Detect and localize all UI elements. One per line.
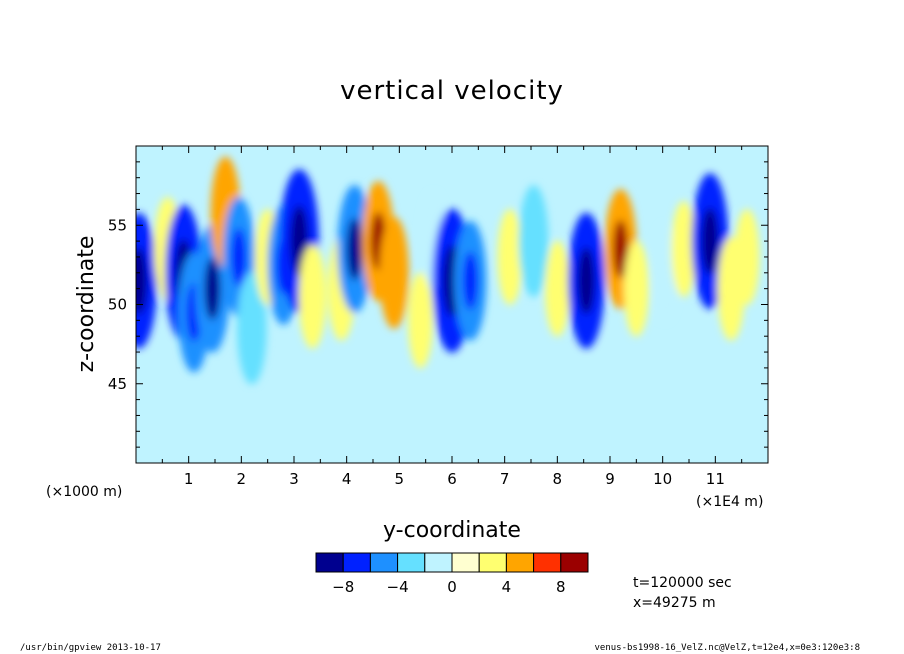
footer-right: venus-bs1998-16_VelZ.nc@VelZ,t=12e4,x=0e… [594,643,860,653]
colorbar-swatch [369,552,399,573]
x-axis-title: y-coordinate [383,518,521,543]
field-cell [497,208,523,305]
x-unit-right: (×1E4 m) [696,494,763,510]
colorbar-swatch [560,552,589,573]
field-cell-core [462,251,478,310]
y-tick-label: 55 [108,216,127,234]
x-tick-label: 3 [289,470,299,488]
colorbar-swatch [315,552,344,573]
field-cell [408,272,433,369]
field-cell [544,240,570,337]
colorbar-label: −4 [387,578,409,596]
colorbar-label: 8 [556,578,566,596]
y-tick-label: 50 [108,296,127,314]
colorbar-swatch [533,552,562,573]
chart-title: vertical velocity [340,76,564,106]
field-cell [237,272,267,385]
colorbar-swatch [342,552,371,573]
colorbar-swatch [451,552,480,573]
x-tick-label: 11 [706,470,725,488]
colorbar-label: 4 [502,578,512,596]
x-tick-label: 5 [395,470,405,488]
colorbar-swatch [397,552,426,573]
x-tick-label: 9 [605,470,615,488]
y-axis-title: z-coordinate [74,236,99,373]
field-cell [379,216,409,329]
position-info: x=49275 m [633,595,716,611]
x-tick-label: 7 [500,470,510,488]
field-cell-core [204,257,221,320]
x-tick-label: 2 [237,470,247,488]
x-unit-left: (×1000 m) [46,484,122,500]
field-cell-core [136,247,148,315]
field-cell [518,185,549,298]
x-tick-label: 6 [447,470,457,488]
time-info: t=120000 sec [633,575,732,591]
y-tick-label: 45 [108,375,127,393]
footer-left: /usr/bin/gpview 2013-10-17 [20,643,161,653]
field-cell-core [701,207,719,275]
colorbar-swatch [424,552,453,573]
x-tick-label: 1 [184,470,194,488]
field-cell-core [613,220,629,279]
colorbar-label: −8 [332,578,354,596]
colorbar-swatch [478,552,507,573]
field-cell [671,201,697,298]
colorbar-swatch [505,552,535,573]
colorbar-label: 0 [447,578,457,596]
field-cell-core [231,227,247,286]
field-cell [734,208,760,305]
field-cell-core [577,247,595,315]
x-tick-label: 4 [342,470,352,488]
field-cell-core [346,217,363,281]
x-tick-label: 10 [653,470,672,488]
colorbar: −8 −4 0 4 8 [315,552,589,596]
x-tick-label: 8 [553,470,563,488]
field-cell [623,240,649,337]
field-cell [298,244,327,349]
